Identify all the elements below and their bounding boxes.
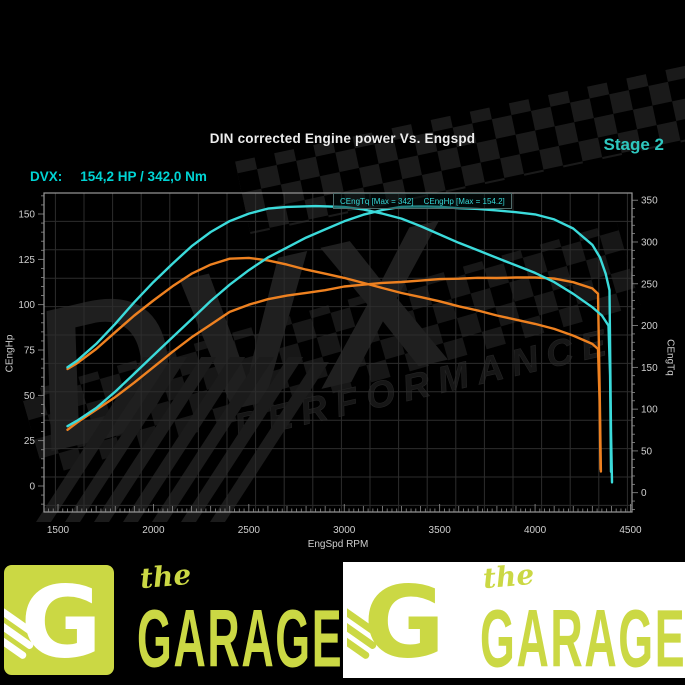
- tick-label: 100: [641, 405, 658, 416]
- plot-grid: [44, 193, 632, 512]
- hatch-watermark: [36, 357, 329, 522]
- tick-label: 75: [24, 346, 36, 357]
- watermark-layer: DVX PERFORMANCE: [8, 63, 685, 522]
- tick-label: 0: [641, 488, 647, 499]
- garage-g-logo: G: [346, 565, 457, 675]
- tick-label: 25: [24, 436, 36, 447]
- chart-title: DIN corrected Engine power Vs. Engspd: [209, 131, 476, 146]
- result-line: DVX: 154,2 HP / 342,0 Nm: [30, 169, 207, 184]
- stage-badge: Stage 2: [603, 135, 664, 154]
- garage-g-logo: G: [4, 565, 114, 675]
- axis-ticks: [38, 195, 638, 512]
- tick-label: 4500: [619, 525, 642, 536]
- tick-label: 250: [641, 279, 658, 290]
- curve-tuned_torque_nm: [66, 204, 613, 473]
- tick-label: 2500: [238, 525, 261, 536]
- legend-torque: CEngTq [Max = 342]: [340, 196, 414, 206]
- footer: G the GARAGE G the GARAGE: [0, 562, 685, 678]
- tick-label: 300: [641, 237, 658, 248]
- chart-legend: CEngTq [Max = 342] CEngHp [Max = 154.2]: [333, 193, 512, 209]
- tick-label: 125: [18, 255, 35, 266]
- axis-tick-labels: 1500 2000 2500 3000 3500 4000 4500025507510012…: [18, 196, 658, 536]
- g-glyph: G: [21, 565, 102, 675]
- curve-tuned_power_hp: [66, 205, 614, 484]
- dyno-plot: 1500 2000 2500 3000 3500 4000 4500025507510012…: [18, 192, 658, 536]
- garage-logo-block-light: G the GARAGE: [342, 562, 685, 678]
- right-axis-title: CEngTq: [664, 339, 676, 376]
- tick-label: 50: [641, 446, 653, 457]
- tick-label: 3000: [333, 525, 356, 536]
- legend-power: CEngHp [Max = 154.2]: [423, 196, 505, 206]
- dyno-curves: [66, 204, 614, 484]
- tick-label: 100: [18, 300, 35, 311]
- g-glyph: G: [363, 565, 444, 675]
- tick-label: 3500: [429, 525, 452, 536]
- plot-border: [43, 192, 633, 513]
- tick-label: 50: [24, 391, 36, 402]
- brand-garage: GARAGE: [479, 592, 685, 678]
- tick-label: 0: [29, 482, 35, 493]
- brand-garage: GARAGE: [137, 592, 343, 678]
- tick-label: 200: [641, 321, 658, 332]
- tick-label: 350: [641, 196, 658, 207]
- result-value: 154,2 HP / 342,0 Nm: [80, 169, 207, 184]
- garage-logo-block-dark: G the GARAGE: [0, 562, 343, 678]
- tick-label: 1500: [47, 525, 70, 536]
- tick-label: 4000: [524, 525, 547, 536]
- tick-label: 2000: [142, 525, 165, 536]
- tick-label: 150: [641, 363, 658, 374]
- tick-label: 150: [18, 210, 35, 221]
- curve-original_torque_nm: [66, 256, 602, 471]
- result-label: DVX:: [30, 169, 63, 184]
- left-axis-title: CEngHp: [4, 334, 16, 373]
- x-axis-title: EngSpd RPM: [307, 539, 369, 550]
- curve-original_power_hp: [66, 276, 603, 473]
